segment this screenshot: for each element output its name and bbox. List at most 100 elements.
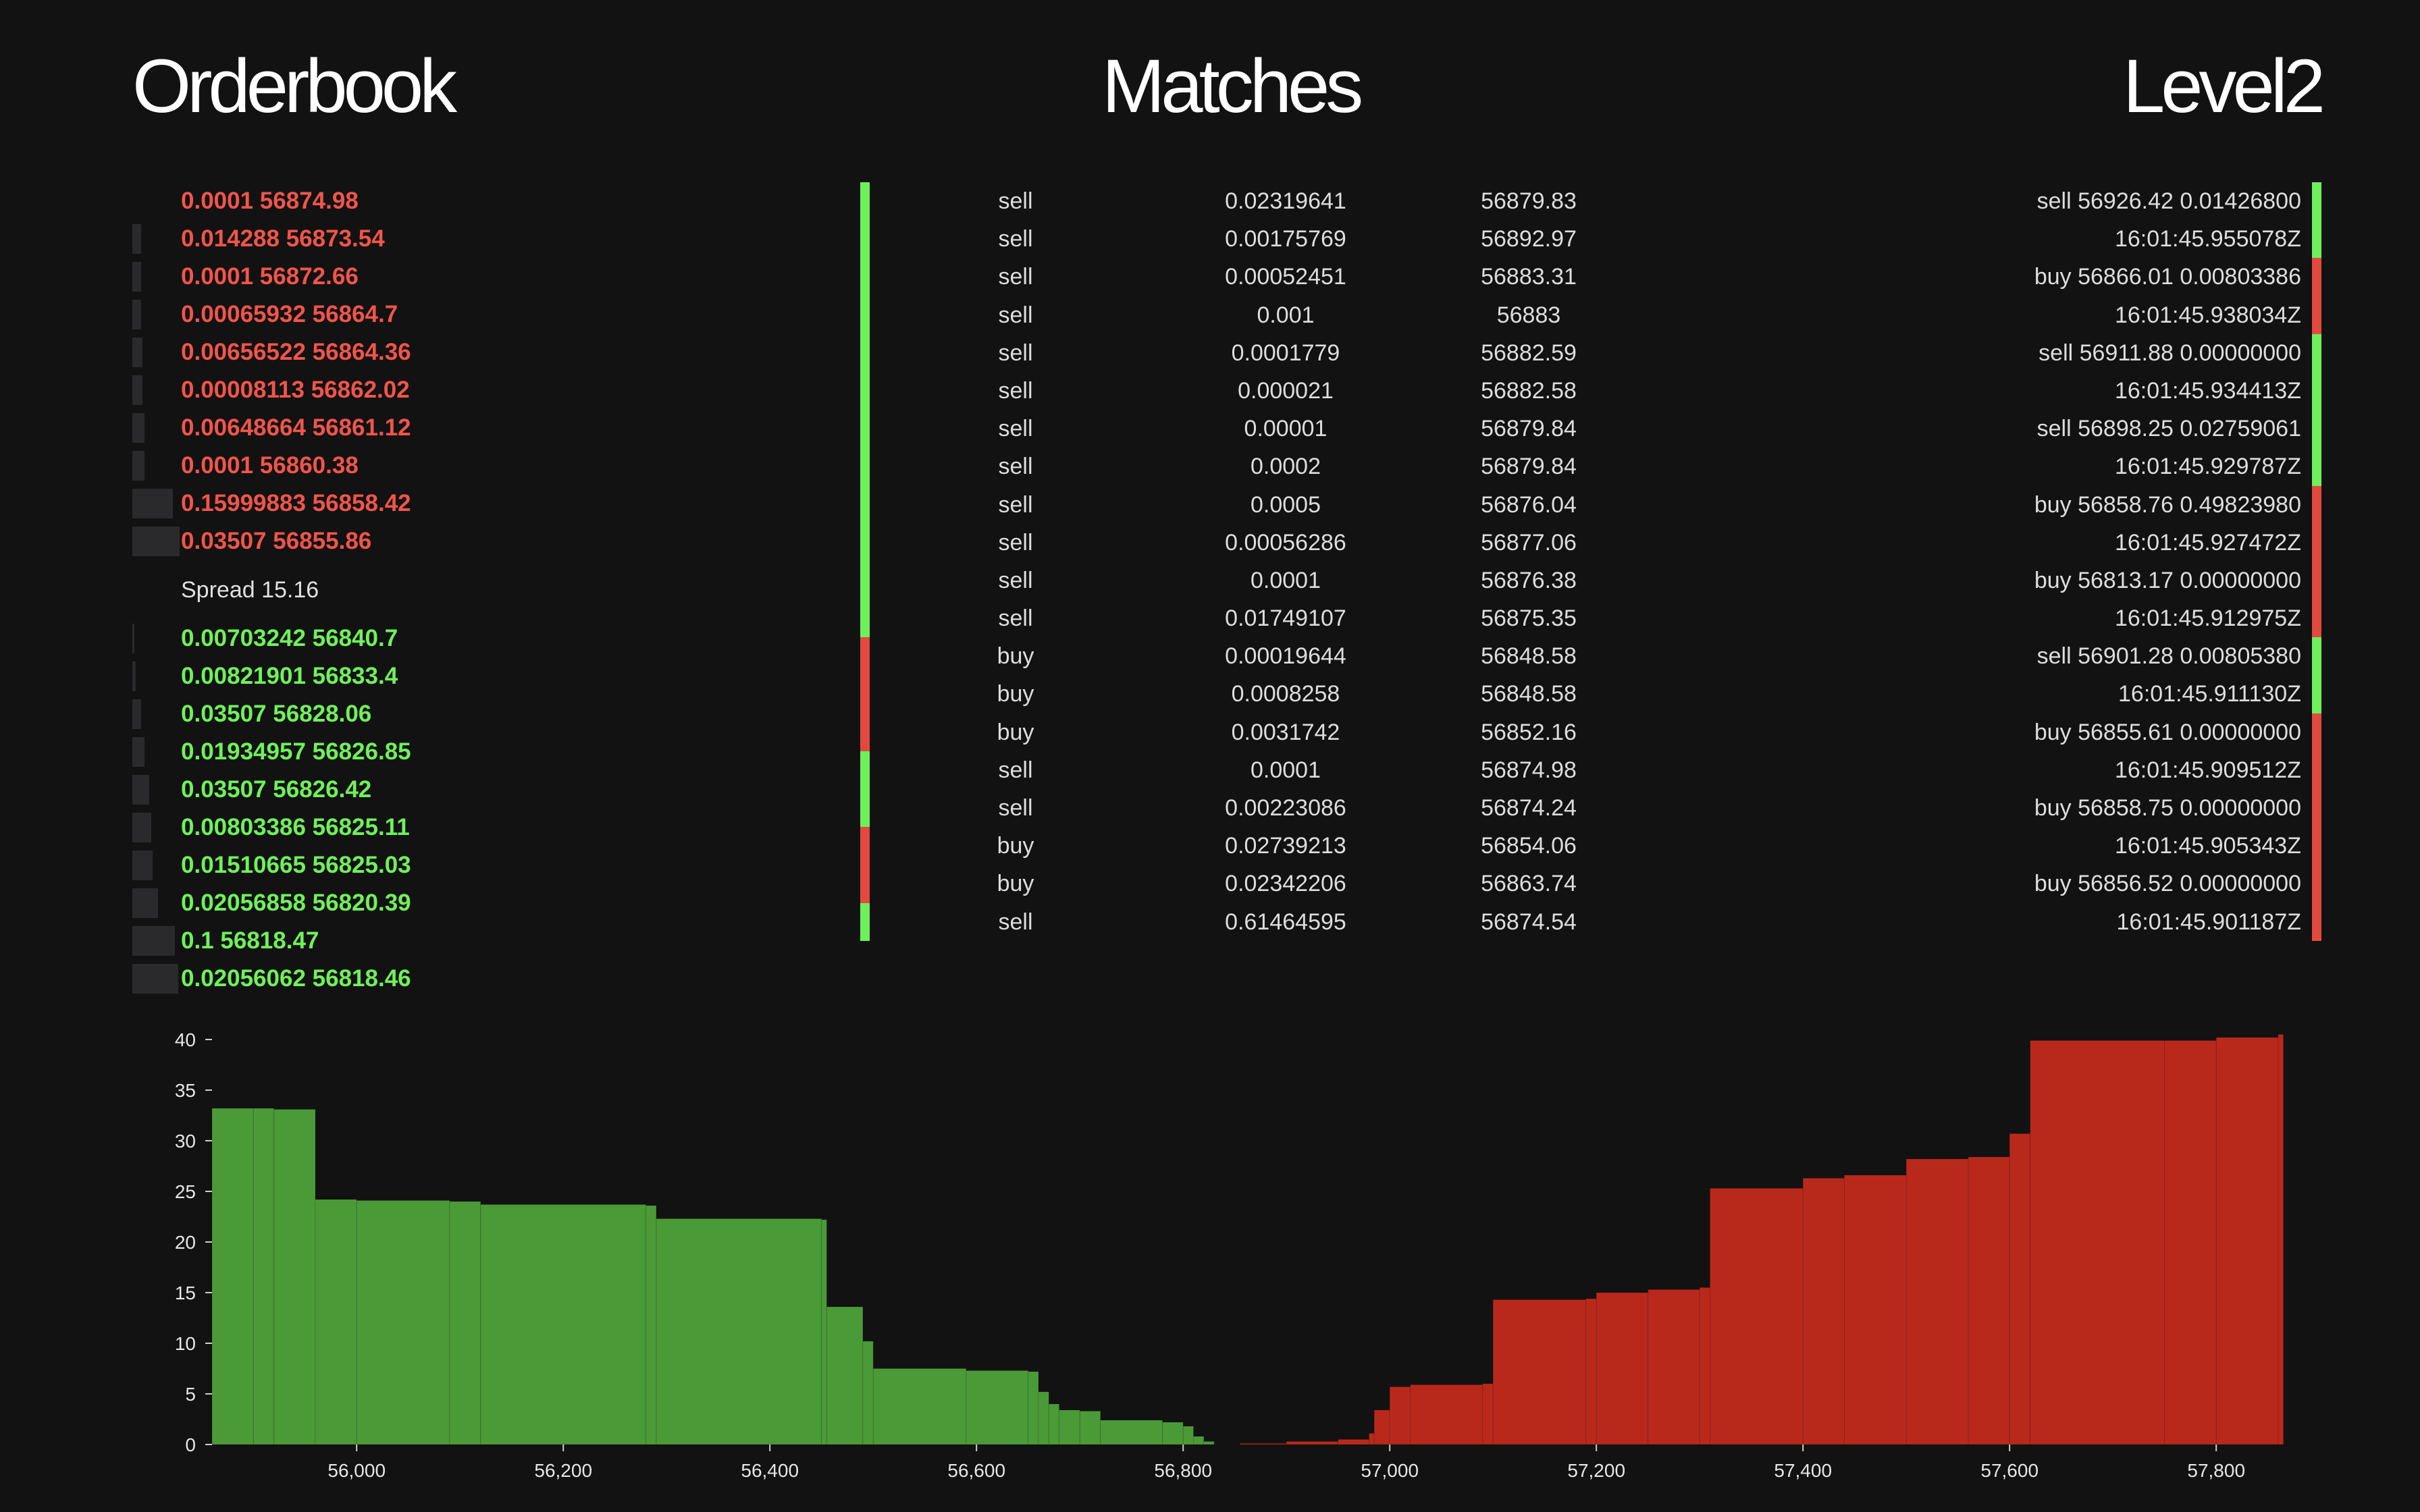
ask-price: 56872.66 bbox=[259, 263, 359, 290]
bids-depth-step bbox=[480, 1204, 647, 1445]
level2-side-indicator bbox=[2312, 637, 2321, 676]
bids-depth-step bbox=[1028, 1371, 1039, 1445]
bids-depth-step bbox=[1048, 1403, 1060, 1445]
match-side-indicator bbox=[860, 220, 870, 259]
match-price: 56883.31 bbox=[1481, 264, 1577, 290]
level2-side-indicator bbox=[2312, 865, 2321, 903]
ask-size: 0.0001 bbox=[181, 452, 254, 479]
ask-depth-bar bbox=[132, 375, 142, 405]
x-tick-label: 57,800 bbox=[2187, 1460, 2245, 1481]
match-size: 0.0008258 bbox=[1231, 681, 1340, 707]
level2-side-indicator bbox=[2312, 523, 2321, 562]
bids-depth-step bbox=[862, 1341, 874, 1445]
bids-depth-step bbox=[1162, 1422, 1184, 1445]
ask-price: 56861.12 bbox=[312, 414, 411, 441]
asks-depth-step bbox=[1585, 1298, 1597, 1445]
match-size: 0.01749107 bbox=[1225, 605, 1346, 632]
bid-row: 0.02056858 56820.39 bbox=[132, 884, 808, 922]
level2-update: buy 56858.75 0.00000000 bbox=[2034, 795, 2301, 821]
x-tick-label: 56,800 bbox=[1154, 1460, 1212, 1481]
level2-row: 16:01:45.912975Z bbox=[1714, 599, 2321, 638]
ask-size: 0.014288 bbox=[181, 225, 280, 252]
match-price: 56875.35 bbox=[1481, 605, 1577, 632]
level2-row: sell 56911.88 0.00000000 bbox=[1714, 333, 2321, 372]
match-price: 56882.58 bbox=[1481, 377, 1577, 404]
level2-row: 16:01:45.938034Z bbox=[1714, 296, 2321, 334]
spread-row: Spread 15.16 bbox=[132, 560, 808, 620]
match-side-indicator bbox=[860, 296, 870, 334]
bid-depth-bar bbox=[132, 888, 158, 918]
level2-update: sell 56901.28 0.00805380 bbox=[2036, 643, 2301, 670]
match-price: 56852.16 bbox=[1481, 719, 1577, 745]
match-side: sell bbox=[998, 909, 1033, 935]
match-side: sell bbox=[998, 340, 1033, 366]
asks-depth-step bbox=[1699, 1287, 1710, 1445]
x-tick-label: 56,000 bbox=[327, 1460, 386, 1481]
ask-depth-bar bbox=[132, 224, 141, 254]
ask-row: 0.0001 56874.98 bbox=[132, 182, 808, 220]
ask-depth-bar bbox=[132, 489, 173, 518]
match-size: 0.61464595 bbox=[1225, 909, 1346, 935]
spread-label: Spread 15.16 bbox=[181, 577, 319, 603]
bid-size: 0.03507 bbox=[181, 701, 267, 727]
level2-row: 16:01:45.909512Z bbox=[1714, 751, 2321, 789]
ask-depth-bar bbox=[132, 413, 144, 443]
bid-price: 56820.39 bbox=[312, 890, 411, 916]
asks-depth-step bbox=[1239, 1443, 1287, 1445]
ask-row: 0.15999883 56858.42 bbox=[132, 485, 808, 522]
asks-depth-step bbox=[1389, 1386, 1411, 1445]
bids-depth-step bbox=[211, 1108, 254, 1445]
match-size: 0.001 bbox=[1257, 302, 1315, 328]
match-price: 56876.38 bbox=[1481, 567, 1577, 593]
ask-row: 0.0001 56872.66 bbox=[132, 258, 808, 296]
match-size: 0.00223086 bbox=[1225, 795, 1346, 821]
bids-depth-step bbox=[315, 1199, 357, 1445]
level2-update: buy 56858.76 0.49823980 bbox=[2034, 491, 2301, 518]
ask-price: 56873.54 bbox=[286, 225, 385, 252]
match-side-indicator bbox=[860, 599, 870, 638]
bids-depth-step bbox=[1100, 1420, 1163, 1445]
match-size: 0.0001 bbox=[1251, 567, 1321, 593]
bids-depth-step bbox=[1059, 1409, 1080, 1445]
y-tick-label: 35 bbox=[175, 1080, 196, 1101]
match-size: 0.00175769 bbox=[1225, 226, 1346, 252]
ask-depth-bar bbox=[132, 451, 144, 481]
match-side-indicator bbox=[860, 410, 870, 448]
match-price: 56848.58 bbox=[1481, 681, 1577, 707]
match-side-indicator bbox=[860, 523, 870, 562]
bid-row: 0.01934957 56826.85 bbox=[132, 733, 808, 771]
bid-size: 0.02056062 bbox=[181, 965, 306, 992]
level2-side-indicator bbox=[2312, 827, 2321, 865]
match-side-indicator bbox=[860, 865, 870, 903]
asks-depth-step bbox=[1369, 1433, 1375, 1445]
asks-depth-step bbox=[1968, 1156, 2010, 1445]
ask-row: 0.0001 56860.38 bbox=[132, 447, 808, 485]
match-side-indicator bbox=[860, 789, 870, 828]
level2-timestamp: 16:01:45.955078Z bbox=[2114, 226, 2301, 252]
level2-side-indicator bbox=[2312, 789, 2321, 828]
ask-size: 0.03507 bbox=[181, 528, 267, 554]
level2-side-indicator bbox=[2312, 561, 2321, 600]
x-tick-label: 57,400 bbox=[1774, 1460, 1832, 1481]
match-side: sell bbox=[998, 757, 1033, 783]
ask-size: 0.15999883 bbox=[181, 490, 306, 516]
orderbook-title: Orderbook bbox=[132, 44, 457, 128]
match-side: buy bbox=[997, 681, 1034, 707]
x-tick-label: 56,200 bbox=[534, 1460, 592, 1481]
level2-timestamp: 16:01:45.911130Z bbox=[2118, 681, 2301, 707]
bid-depth-bar bbox=[132, 775, 149, 805]
bids-depth-step bbox=[821, 1219, 827, 1445]
ask-price: 56858.42 bbox=[312, 490, 411, 516]
depth-chart: 0 5 10 15 20 25 30 35 40 56,000 56,200 56,400 56,600… bbox=[175, 1029, 2284, 1481]
level2-side-indicator bbox=[2312, 599, 2321, 638]
bid-price: 56818.47 bbox=[220, 927, 319, 954]
match-side: sell bbox=[998, 454, 1033, 480]
match-size: 0.000021 bbox=[1238, 377, 1334, 404]
bid-depth-bar bbox=[132, 699, 141, 729]
level2-side-indicator bbox=[2312, 333, 2321, 372]
level2-side-indicator bbox=[2312, 258, 2321, 296]
match-side: sell bbox=[998, 567, 1033, 593]
match-side: sell bbox=[998, 795, 1033, 821]
bid-size: 0.03507 bbox=[181, 776, 267, 803]
match-size: 0.0005 bbox=[1251, 491, 1321, 518]
